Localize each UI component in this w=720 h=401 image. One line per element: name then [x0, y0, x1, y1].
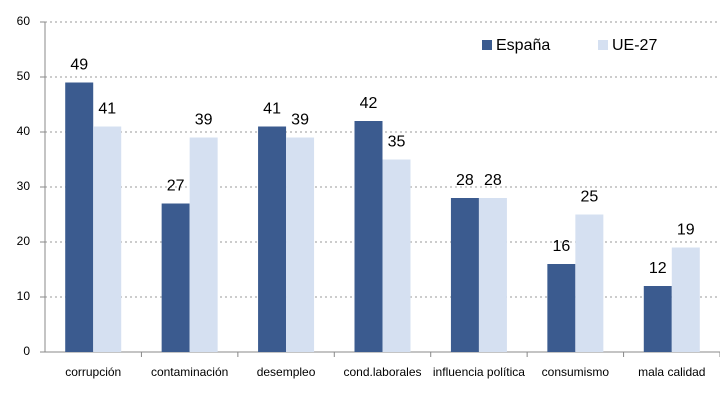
x-tick-label: contaminación	[150, 365, 229, 379]
value-label: 27	[167, 178, 185, 195]
value-label: 49	[70, 57, 88, 74]
legend-label: España	[496, 37, 550, 54]
legend-swatch	[598, 40, 608, 50]
value-label: 41	[263, 101, 281, 118]
bar	[258, 126, 287, 352]
value-label: 16	[552, 238, 570, 255]
legend-swatch	[482, 40, 492, 50]
value-label: 39	[291, 112, 309, 129]
x-tick-label: corrupción	[65, 365, 122, 379]
x-tick-label: consumismo	[541, 365, 610, 379]
y-tick-label: 0	[23, 344, 30, 358]
bar	[671, 247, 700, 352]
value-label: 35	[388, 134, 406, 151]
y-tick-label: 10	[17, 289, 31, 303]
y-tick-label: 50	[17, 69, 31, 83]
bar	[93, 126, 122, 352]
x-tick-label: cond.laborales	[343, 365, 422, 379]
value-label: 19	[677, 222, 695, 239]
bar	[478, 198, 507, 352]
bar	[382, 159, 411, 352]
legend-label: UE-27	[612, 37, 657, 54]
y-tick-label: 30	[17, 179, 31, 193]
bar	[189, 137, 218, 352]
x-tick-label: desempleo	[256, 365, 316, 379]
bar	[161, 203, 190, 352]
value-label: 28	[484, 172, 502, 189]
bar	[65, 82, 94, 352]
value-label: 39	[195, 112, 213, 129]
bar	[643, 286, 672, 352]
value-label: 12	[649, 260, 667, 277]
bar	[450, 198, 479, 352]
value-label: 42	[360, 95, 378, 112]
x-tick-label: influencia política	[432, 365, 525, 379]
bar	[286, 137, 315, 352]
y-tick-label: 60	[17, 14, 31, 28]
x-tick-label: mala calidad	[638, 365, 706, 379]
value-label: 41	[98, 101, 116, 118]
bar	[575, 214, 604, 352]
value-label: 28	[456, 172, 474, 189]
bar	[547, 264, 576, 352]
y-tick-label: 40	[17, 124, 31, 138]
bar	[354, 121, 383, 352]
value-label: 25	[580, 189, 598, 206]
y-tick-label: 20	[17, 234, 31, 248]
